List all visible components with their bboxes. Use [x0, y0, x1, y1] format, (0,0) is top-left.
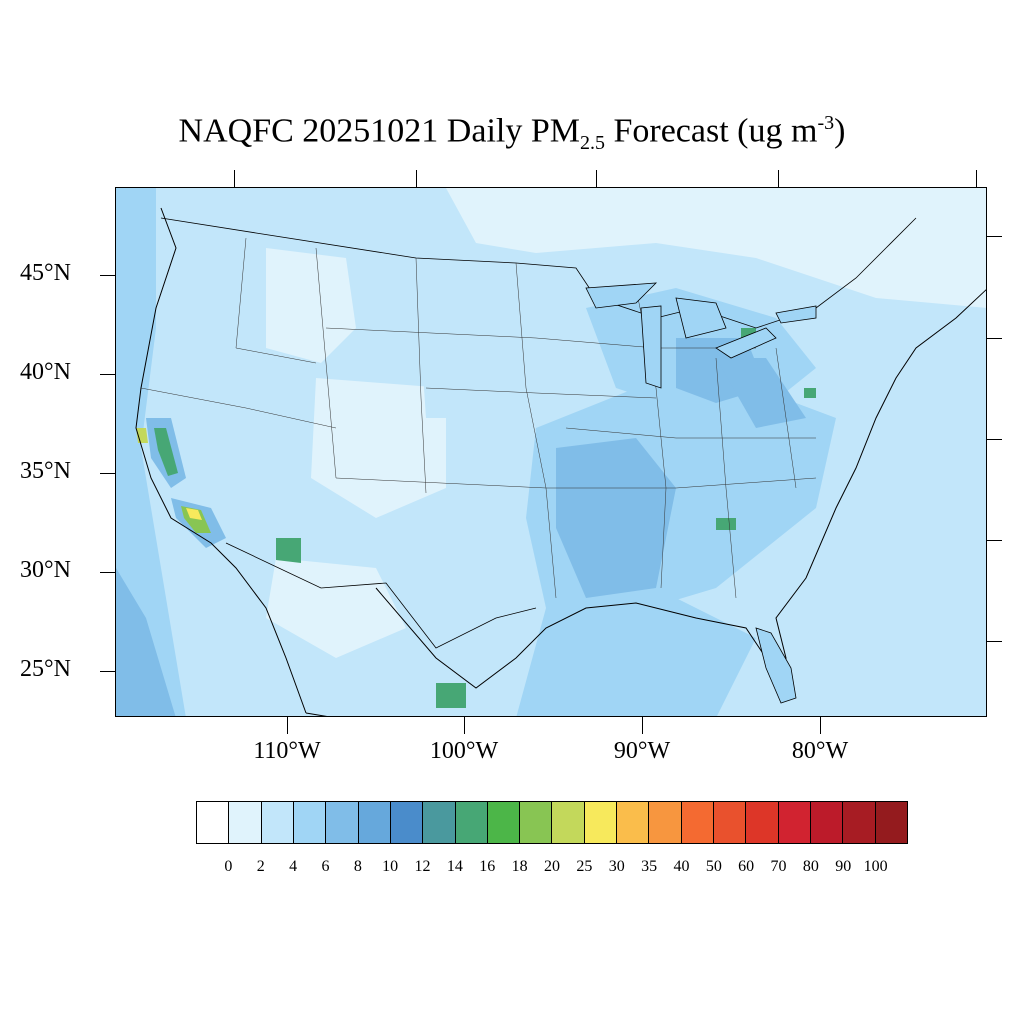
- map-plot-area: [115, 187, 987, 717]
- colorbar-level-label: 4: [289, 858, 298, 875]
- colorbar-swatch-0: [197, 802, 230, 843]
- great-lakes: [585, 282, 817, 389]
- state-lines: [140, 237, 817, 599]
- colorbar-swatch-3: [293, 802, 327, 843]
- canada-light-area: [446, 188, 986, 308]
- colorbar-swatch-8: [455, 802, 488, 843]
- colorbar-level-label: 12: [414, 858, 431, 875]
- colorbar-swatch-12: [584, 802, 618, 843]
- tick-right-2: [987, 338, 1002, 339]
- california-hotspot-mid: [154, 428, 178, 476]
- colorbar-swatch-13: [617, 802, 650, 843]
- lat-label-25: 25°N: [20, 656, 71, 682]
- colorbar-swatch-2: [261, 802, 294, 843]
- colorbar-level-label: 16: [479, 858, 496, 875]
- tick-top-1: [234, 170, 235, 187]
- colorbar-swatch-11: [552, 802, 585, 843]
- tick-top-5: [976, 170, 977, 187]
- colorbar-swatch-14: [649, 802, 682, 843]
- tick-bottom-80: [820, 717, 821, 734]
- colorbar-level-label: 0: [224, 858, 233, 875]
- tick-left-40: [100, 374, 115, 375]
- tick-left-25: [100, 671, 115, 672]
- colorbar-level-label: 60: [738, 858, 755, 875]
- colorbar-swatch-4: [326, 802, 359, 843]
- georgia-hotspot: [716, 518, 736, 530]
- colorbar-level-label: 40: [673, 858, 690, 875]
- tick-right-4: [987, 540, 1002, 541]
- pacific-coastline: [135, 207, 307, 714]
- plains-light-area-1: [266, 248, 356, 363]
- tick-left-45: [100, 275, 115, 276]
- colorbar-swatch-6: [390, 802, 424, 843]
- map-title: NAQFC 20251021 Daily PM2.5 Forecast (ug …: [178, 112, 846, 155]
- tick-bottom-110: [287, 717, 288, 734]
- colorbar-level-label: 35: [641, 858, 658, 875]
- mexico-light-area: [266, 558, 406, 658]
- colorbar-level-label: 2: [256, 858, 265, 875]
- mississippi-area: [556, 438, 676, 598]
- lat-label-40: 40°N: [20, 359, 71, 385]
- colorbar-swatch-21: [875, 802, 907, 843]
- lat-label-35: 35°N: [20, 458, 71, 484]
- colorbar: [196, 801, 908, 844]
- colorbar-level-label: 90: [835, 858, 852, 875]
- tick-bottom-100: [464, 717, 465, 734]
- lon-label-80w: 80°W: [791, 738, 849, 764]
- mexico-hotspot: [436, 683, 466, 708]
- lat-label-30: 30°N: [20, 557, 71, 583]
- colorbar-swatch-19: [810, 802, 844, 843]
- colorbar-level-label: 100: [863, 858, 888, 875]
- mexico-border: [225, 542, 537, 649]
- lon-label-110w: 110°W: [253, 738, 321, 764]
- tick-right-5: [987, 641, 1002, 642]
- colorbar-level-label: 10: [382, 858, 399, 875]
- colorbar-swatch-15: [681, 802, 714, 843]
- mid-atlantic-hotspot: [804, 388, 816, 398]
- lat-label-45: 45°N: [20, 260, 71, 286]
- plains-mid-area: [416, 268, 526, 418]
- rockies-light-area: [311, 378, 446, 518]
- colorbar-level-label: 18: [511, 858, 528, 875]
- appalachia-area: [716, 358, 806, 428]
- colorbar-swatch-10: [520, 802, 553, 843]
- colorbar-swatch-7: [423, 802, 456, 843]
- gulf-area: [516, 598, 756, 716]
- tick-right-3: [987, 439, 1002, 440]
- colorbar-level-label: 30: [608, 858, 625, 875]
- pm25-map-svg: [116, 188, 986, 716]
- colorbar-level-label: 80: [802, 858, 819, 875]
- colorbar-swatch-16: [714, 802, 747, 843]
- colorbar-swatch-5: [358, 802, 391, 843]
- colorbar-level-label: 70: [770, 858, 787, 875]
- tick-bottom-90: [642, 717, 643, 734]
- lon-label-100w: 100°W: [429, 738, 499, 764]
- colorbar-swatch-17: [746, 802, 779, 843]
- florida-peninsula: [755, 627, 797, 704]
- tick-top-4: [778, 170, 779, 187]
- colorbar-swatch-1: [229, 802, 262, 843]
- colorbar-level-label: 20: [544, 858, 560, 875]
- socal-hotspot-core: [186, 508, 202, 520]
- tick-right-1: [987, 236, 1002, 237]
- pacific-area: [116, 188, 186, 716]
- tick-left-35: [100, 473, 115, 474]
- colorbar-swatch-9: [487, 802, 521, 843]
- pacific-south-area: [116, 568, 176, 716]
- colorbar-level-label: 8: [353, 858, 362, 875]
- colorbar-swatch-18: [778, 802, 811, 843]
- lon-label-90w: 90°W: [613, 738, 671, 764]
- arizona-hotspot: [276, 538, 301, 563]
- colorbar-level-label: 50: [705, 858, 722, 875]
- tick-top-2: [416, 170, 417, 187]
- colorbar-level-label: 25: [576, 858, 593, 875]
- tick-top-3: [596, 170, 597, 187]
- colorbar-swatch-20: [843, 802, 876, 843]
- colorbar-level-label: 6: [321, 858, 330, 875]
- colorbar-level-label: 14: [446, 858, 463, 875]
- tick-left-30: [100, 572, 115, 573]
